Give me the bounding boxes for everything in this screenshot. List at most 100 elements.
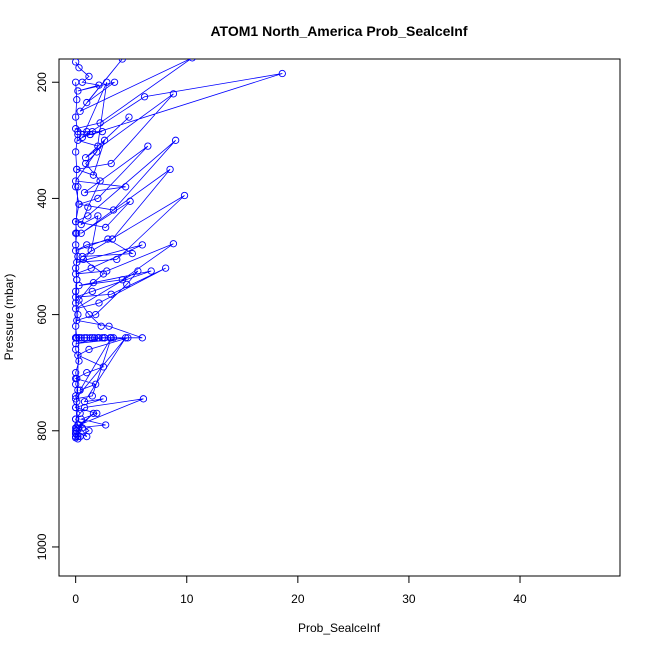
data-point [72,334,80,342]
data-point [85,72,93,81]
data-point [80,403,89,412]
y-tick-label: 1000 [35,533,49,560]
data-point [94,194,102,203]
data-point [140,93,149,101]
data-point [102,223,110,232]
data-point [79,255,88,264]
data-point [74,183,82,191]
data-point [83,369,91,377]
data-point [80,334,89,342]
data-point [77,220,85,229]
data-point [126,197,134,205]
data-point [107,290,115,298]
data-point [118,59,126,63]
data-point [124,334,132,342]
data-point [88,392,96,400]
data-point [72,403,80,412]
data-point [103,78,111,86]
data-point [118,276,126,284]
data-point [77,334,85,342]
data-point [138,241,146,249]
data-point [72,183,80,191]
data-point [85,310,93,319]
data-point [104,235,112,243]
data-point [89,278,98,287]
data-point [88,287,96,296]
y-tick-label: 800 [35,420,49,440]
data-point [169,240,178,248]
x-tick-label: 10 [180,592,194,606]
data-point [123,280,131,289]
x-tick-label: 0 [72,592,79,606]
data-point [76,409,84,417]
data-point [147,267,155,275]
data-point [75,334,83,342]
data-point [171,136,180,144]
data-point [90,334,99,342]
data-point [96,177,104,185]
data-point [83,334,91,342]
y-axis: 200 400 600 800 1000 [35,72,60,560]
data-point [139,395,148,403]
data-point [92,380,100,388]
y-tick-label: 600 [35,304,49,324]
data-point [93,409,101,417]
data-point [128,249,136,258]
y-tick-label: 200 [35,72,49,92]
series-line [74,59,283,440]
data-point [72,113,80,121]
data-point [108,235,116,243]
data-point [97,322,105,330]
data-point [82,154,90,162]
series-line [77,82,108,327]
data-point [188,59,196,62]
data-point [122,334,130,342]
data-point [102,421,110,429]
x-tick-label: 30 [402,592,416,606]
data-point [72,264,80,272]
data-point [95,81,103,89]
data-point [107,159,115,168]
data-point [74,87,82,95]
x-axis: 0 10 20 30 40 [72,575,527,606]
data-point [75,296,83,304]
data-point [100,136,109,144]
data-point [72,59,80,66]
y-tick-label: 400 [35,188,49,208]
chart-title: ATOM1 North_America Prob_SealceInf [210,23,467,39]
data-point [72,287,80,296]
data-point [76,107,84,115]
data-point [72,322,80,330]
data-point [88,334,96,342]
data-point [72,148,80,156]
data-point [93,148,101,156]
data-point [73,165,81,174]
data-point [86,130,94,139]
data-point [73,276,81,284]
data-point [85,345,93,354]
data-point [72,229,80,237]
data-point [72,218,80,226]
data-point [278,69,286,78]
data-point [75,200,83,208]
data-point [75,64,83,72]
data-point [83,98,91,107]
data-point [180,191,189,200]
y-axis-label: Pressure (mbar) [2,274,16,361]
data-point [73,96,81,104]
data-point [72,78,80,86]
data-point [99,363,108,371]
data-point [105,322,113,330]
data-point [83,241,91,249]
data-point [166,165,174,174]
data-point [72,345,80,354]
data-point [125,113,133,121]
data-point [98,127,106,136]
plot-marks [72,59,286,443]
data-point [109,334,118,342]
data-point [86,334,94,342]
data-point [72,432,80,441]
data-point [77,229,85,237]
data-point [99,270,108,278]
